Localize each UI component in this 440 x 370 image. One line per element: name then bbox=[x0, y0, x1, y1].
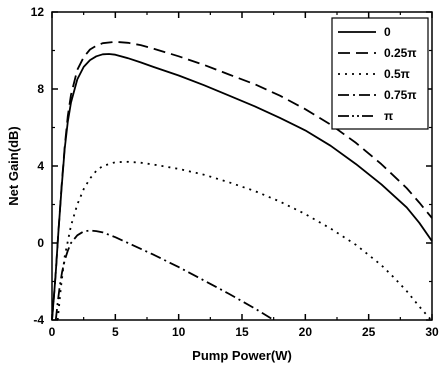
series-layer bbox=[51, 40, 433, 322]
plot-area: 0 5 10 15 20 25 30 -4 0 4 8 12 bbox=[31, 5, 439, 339]
series-line-2 bbox=[56, 160, 433, 322]
x-tick-label: 5 bbox=[112, 325, 119, 339]
legend: 0 0.25π 0.5π 0.75π π bbox=[331, 17, 429, 130]
legend-label: 0.25π bbox=[384, 46, 417, 60]
x-axis: 0 5 10 15 20 25 30 bbox=[49, 12, 439, 339]
x-tick-label: 25 bbox=[362, 325, 376, 339]
legend-label: 0 bbox=[384, 25, 391, 39]
x-tick-label: 10 bbox=[172, 325, 186, 339]
legend-label: 0.5π bbox=[384, 67, 410, 81]
y-tick-label: 4 bbox=[37, 159, 44, 173]
y-tick-label: 0 bbox=[37, 236, 44, 250]
y-tick-label: 12 bbox=[31, 5, 45, 19]
legend-label: π bbox=[384, 109, 393, 123]
legend-label: 0.75π bbox=[384, 88, 417, 102]
y-axis-title: Net Gain(dB) bbox=[6, 126, 21, 205]
x-tick-label: 20 bbox=[299, 325, 313, 339]
y-tick-label: -4 bbox=[33, 313, 44, 327]
x-axis-title: Pump Power(W) bbox=[192, 348, 292, 363]
y-axis: -4 0 4 8 12 bbox=[31, 5, 432, 327]
x-tick-label: 15 bbox=[235, 325, 249, 339]
y-tick-label: 8 bbox=[37, 82, 44, 96]
x-tick-label: 0 bbox=[49, 325, 56, 339]
series-line-1 bbox=[51, 40, 433, 321]
series-line-3 bbox=[54, 229, 275, 321]
x-tick-label: 30 bbox=[425, 325, 439, 339]
legend-box bbox=[331, 17, 429, 130]
